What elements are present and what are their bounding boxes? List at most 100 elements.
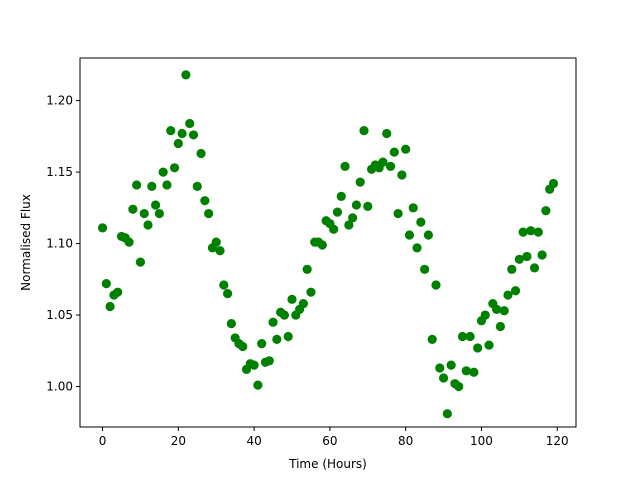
data-point — [279, 310, 290, 320]
data-point — [181, 70, 191, 80]
x-tick-label: 40 — [246, 434, 261, 448]
data-point — [404, 230, 415, 240]
data-point — [132, 180, 142, 190]
data-point — [124, 237, 134, 247]
data-point — [135, 257, 146, 267]
plot-frame — [79, 57, 577, 428]
data-point — [192, 181, 202, 191]
data-point — [427, 334, 437, 344]
y-tick-label: 1.10 — [46, 237, 73, 251]
data-point — [435, 363, 445, 373]
data-point — [393, 208, 403, 219]
data-point — [238, 341, 248, 352]
data-point — [204, 208, 214, 219]
data-point — [442, 409, 452, 419]
data-point — [154, 208, 164, 219]
data-point — [101, 279, 111, 289]
data-point — [363, 201, 373, 211]
data-point — [128, 204, 138, 214]
data-point — [454, 381, 464, 392]
data-point — [287, 294, 297, 304]
data-point — [351, 200, 362, 210]
data-point — [548, 178, 559, 189]
data-point — [143, 220, 153, 230]
data-point — [510, 286, 521, 296]
data-point — [518, 227, 528, 237]
data-point — [382, 128, 392, 139]
data-point — [105, 301, 115, 312]
data-point — [177, 128, 187, 139]
data-point — [150, 200, 161, 210]
data-point — [446, 360, 456, 370]
data-point — [169, 163, 180, 173]
data-point — [541, 206, 551, 216]
data-point — [348, 213, 358, 223]
data-points — [97, 70, 559, 419]
x-tick-label: 0 — [99, 434, 107, 448]
data-point — [226, 319, 236, 329]
data-point — [173, 138, 183, 149]
x-tick-label: 60 — [322, 434, 337, 448]
data-point — [385, 161, 396, 171]
data-point — [522, 251, 532, 262]
y-axis-label: Normalised Flux — [19, 194, 33, 291]
data-point — [438, 373, 449, 383]
data-point — [378, 157, 388, 167]
data-point — [332, 207, 343, 217]
data-point — [166, 126, 176, 136]
data-point — [469, 367, 479, 377]
data-point — [355, 177, 365, 187]
data-point — [537, 250, 547, 260]
data-point — [408, 203, 418, 213]
data-point — [317, 240, 327, 250]
data-point — [219, 280, 229, 290]
data-point — [503, 290, 513, 300]
data-point — [492, 304, 502, 314]
data-point — [264, 356, 274, 366]
y-tick-label: 1.05 — [46, 308, 73, 322]
data-point — [302, 264, 312, 274]
y-tick-label: 1.15 — [46, 165, 73, 179]
data-point — [215, 246, 225, 256]
data-point — [359, 126, 369, 136]
data-point — [420, 264, 430, 274]
data-point — [401, 144, 411, 154]
data-point — [461, 366, 471, 376]
y-axis-ticks: 1.00 1.05 1.10 1.15 1.20 — [46, 94, 80, 394]
data-point — [268, 317, 278, 327]
data-point — [113, 287, 123, 297]
data-point — [211, 237, 221, 247]
data-point — [253, 380, 263, 390]
data-point — [283, 331, 293, 342]
data-point — [185, 118, 195, 129]
data-point — [389, 147, 399, 157]
data-point — [473, 343, 483, 353]
data-point — [397, 170, 407, 180]
data-point — [200, 196, 210, 206]
data-point — [465, 331, 475, 342]
data-point — [329, 224, 339, 234]
data-point — [480, 310, 490, 320]
x-tick-label: 20 — [171, 434, 186, 448]
x-axis-ticks: 0 20 40 60 80 100 120 — [99, 427, 569, 448]
x-tick-label: 80 — [398, 434, 413, 448]
data-point — [97, 223, 108, 233]
data-point — [499, 306, 509, 316]
data-point — [158, 167, 168, 177]
x-axis-label: Time (Hours) — [288, 457, 367, 471]
data-point — [412, 243, 422, 253]
data-point — [344, 220, 354, 230]
data-point — [514, 254, 524, 264]
data-point — [495, 321, 506, 332]
data-point — [457, 331, 468, 342]
data-point — [188, 130, 199, 140]
data-point — [222, 289, 233, 299]
data-point — [529, 263, 540, 273]
data-point — [484, 340, 494, 350]
data-point — [196, 148, 206, 159]
y-tick-label: 1.00 — [46, 380, 73, 394]
data-point — [526, 226, 536, 236]
y-tick-label: 1.20 — [46, 94, 73, 108]
data-point — [139, 208, 149, 219]
